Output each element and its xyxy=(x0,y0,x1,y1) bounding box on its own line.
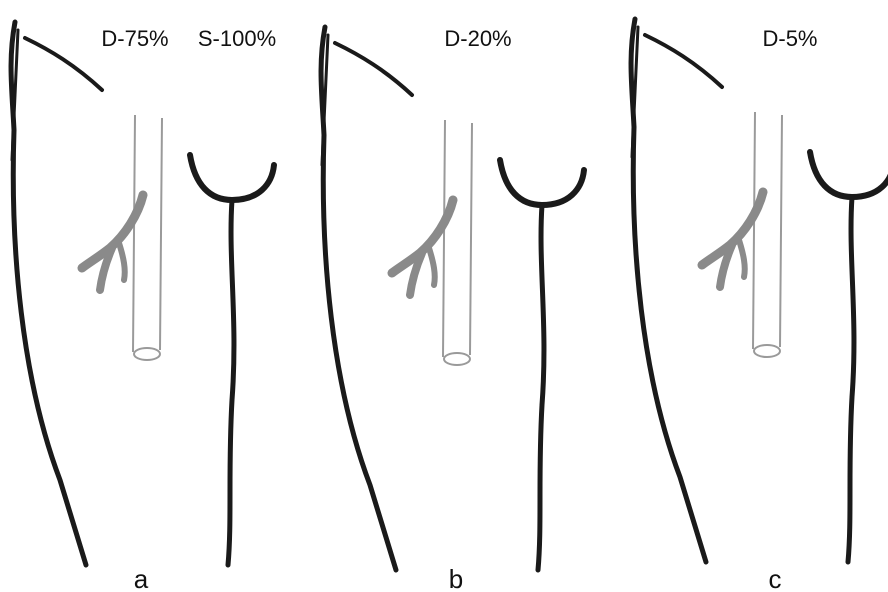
panel-letter: c xyxy=(769,564,782,592)
panel-letter: a xyxy=(134,564,149,592)
panel-b-art xyxy=(321,27,584,570)
panel-c xyxy=(631,19,888,562)
panel-label: D-20% xyxy=(444,26,511,51)
panel-label: D-5% xyxy=(762,26,817,51)
panel-letter: b xyxy=(449,564,463,592)
panel-a-art xyxy=(11,22,274,565)
panel-label: D-75% xyxy=(101,26,168,51)
panel-a xyxy=(11,22,274,565)
figure: D-75% S-100% D-20% D-5% a b c xyxy=(0,0,888,592)
panel-b xyxy=(321,27,584,570)
panel-c-art xyxy=(631,19,888,562)
panel-label: S-100% xyxy=(198,26,276,51)
